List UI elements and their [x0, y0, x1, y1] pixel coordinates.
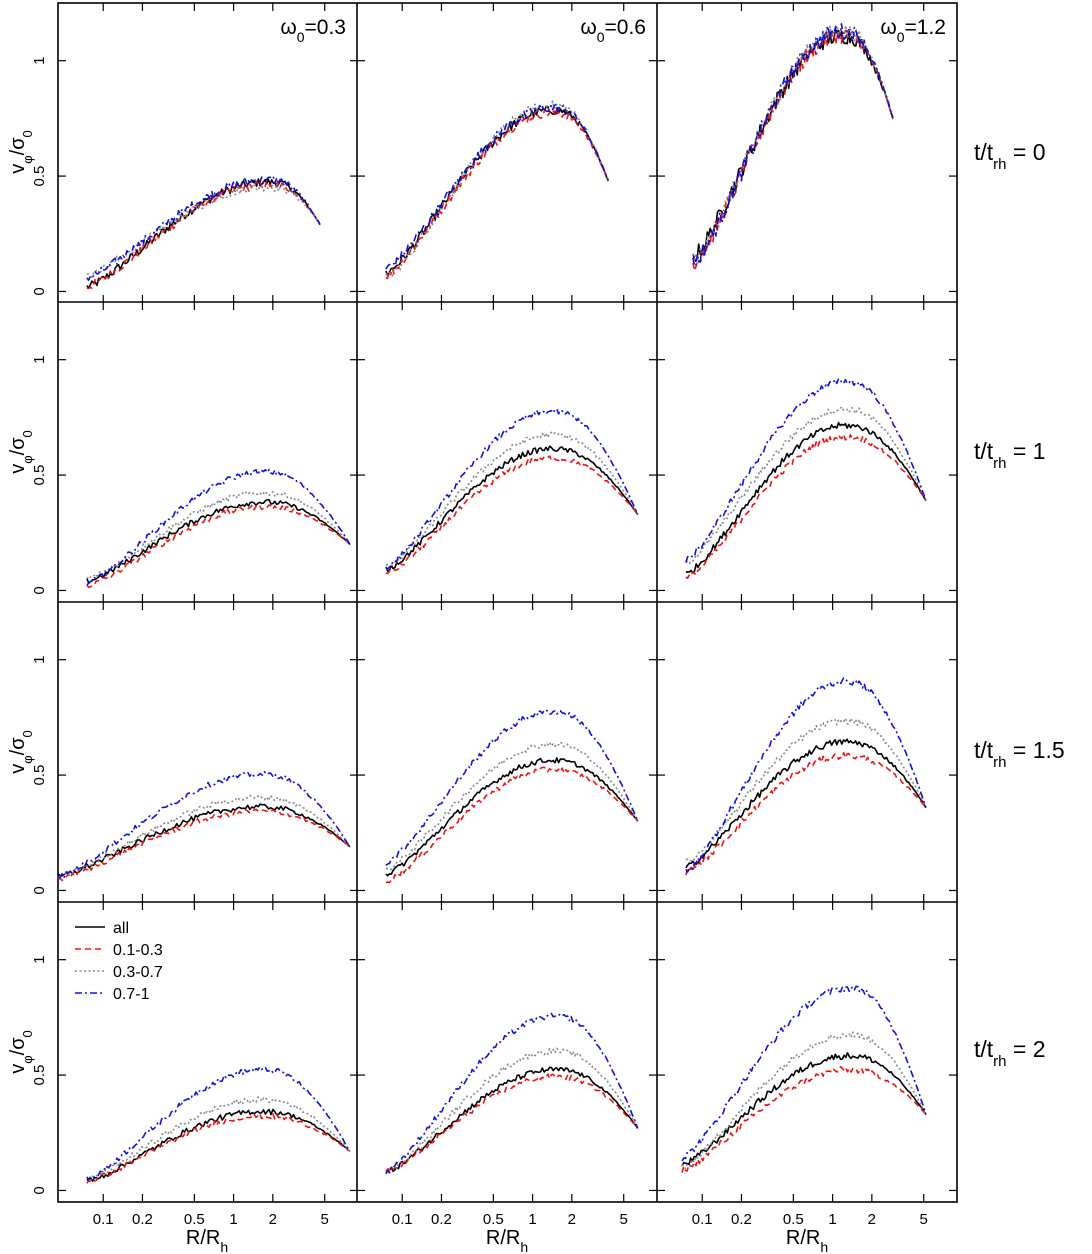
- series-0.7-1-r2-c3: [685, 378, 927, 563]
- series-0.3-0.7-r1-c2: [385, 100, 609, 277]
- legend-label-0.3-0.7: 0.3-0.7: [113, 964, 163, 981]
- series-0.3-0.7-r4-c1: [86, 1096, 351, 1182]
- series-0.3-0.7-r2-c2: [385, 431, 639, 570]
- series-all-r4-c1: [86, 1108, 351, 1182]
- series-all-r3-c3: [685, 738, 927, 869]
- row-label-3: t/trh = 1.5: [974, 737, 1065, 771]
- series-0.1-0.3-r4-c3: [681, 1066, 927, 1173]
- row-label-4: t/trh = 2: [974, 1036, 1046, 1070]
- column-header-1: ω0=0.3: [280, 16, 346, 45]
- y-axis-title-row-4: vφ/σ0: [7, 1030, 35, 1074]
- series-all-r2-c2: [385, 445, 639, 573]
- row-label-1: t/trh = 0: [974, 139, 1046, 173]
- series-all-r1-c3: [692, 28, 894, 263]
- x-tick-label-c3-2: 0.5: [783, 1211, 804, 1228]
- x-axis-title-col-2: R/Rh: [486, 1227, 528, 1254]
- y-tick-label-r3-0: 0: [31, 886, 48, 894]
- series-0.3-0.7-r3-c2: [385, 741, 639, 871]
- series-0.1-0.3-r3-c1: [57, 808, 351, 882]
- series-0.1-0.3-r1-c1: [86, 180, 321, 290]
- x-tick-label-c1-4: 2: [269, 1211, 277, 1228]
- x-tick-label-c2-1: 0.2: [431, 1211, 452, 1228]
- x-tick-label-c3-3: 1: [828, 1211, 836, 1228]
- x-tick-label-c2-0: 0.1: [392, 1211, 413, 1228]
- x-axis-title-col-1: R/Rh: [186, 1227, 228, 1254]
- x-tick-label-c3-1: 0.2: [731, 1211, 752, 1228]
- column-header-3: ω0=1.2: [880, 16, 946, 45]
- y-tick-label-r4-1: 0.5: [31, 1065, 48, 1086]
- y-tick-label-r2-1: 0.5: [31, 465, 48, 486]
- series-0.7-1-r1-c3: [692, 22, 894, 267]
- x-tick-label-c1-3: 1: [229, 1211, 237, 1228]
- y-tick-label-r4-0: 0: [31, 1186, 48, 1194]
- series-all-r3-c1: [57, 803, 351, 877]
- series-0.3-0.7-r2-c1: [86, 490, 351, 581]
- x-tick-label-c2-5: 5: [620, 1211, 628, 1228]
- x-tick-label-c2-2: 0.5: [483, 1211, 504, 1228]
- series-all-r4-c3: [681, 1052, 927, 1167]
- column-header-2: ω0=0.6: [580, 16, 646, 45]
- series-all-r4-c2: [385, 1066, 639, 1173]
- series-0.1-0.3-r1-c2: [385, 107, 609, 280]
- y-tick-label-r3-2: 1: [31, 656, 48, 664]
- series-all-r1-c2: [385, 105, 609, 276]
- y-tick-label-r1-1: 0.5: [31, 166, 48, 187]
- series-0.3-0.7-r4-c3: [681, 1031, 927, 1170]
- series-0.7-1-r3-c1: [57, 770, 351, 879]
- series-0.7-1-r2-c2: [385, 408, 639, 571]
- series-0.3-0.7-r4-c2: [385, 1047, 639, 1175]
- series-all-r2-c3: [685, 421, 927, 575]
- series-0.7-1-r1-c2: [385, 103, 609, 270]
- y-axis-title-row-1: vφ/σ0: [7, 130, 35, 174]
- series-0.1-0.3-r2-c3: [685, 433, 927, 580]
- legend-label-0.7-1: 0.7-1: [113, 986, 150, 1003]
- y-axis-title-row-2: vφ/σ0: [7, 430, 35, 474]
- series-0.1-0.3-r2-c1: [86, 503, 351, 589]
- x-axis-title-col-3: R/Rh: [786, 1227, 828, 1254]
- x-tick-label-c1-2: 0.5: [184, 1211, 205, 1228]
- x-tick-label-c3-4: 2: [868, 1211, 876, 1228]
- x-tick-label-c2-4: 2: [568, 1211, 576, 1228]
- series-0.7-1-r2-c1: [86, 468, 351, 586]
- series-0.3-0.7-r3-c1: [57, 794, 351, 879]
- y-tick-label-r2-0: 0: [31, 586, 48, 594]
- series-0.7-1-r4-c3: [681, 985, 927, 1162]
- x-tick-label-c2-3: 1: [528, 1211, 536, 1228]
- panel-grid: 0 0.5 1 0 0.5 1 0 0.5 1 0 0.5 1 0.1 0.2 0.5 1 2 5 0.1 0.2 0.…: [31, 2, 958, 1228]
- series-0.7-1-r1-c1: [86, 176, 321, 282]
- y-tick-label-r1-0: 0: [31, 287, 48, 295]
- x-tick-label-c1-1: 0.2: [132, 1211, 153, 1228]
- series-0.7-1-r3-c2: [385, 709, 639, 867]
- series-0.1-0.3-r2-c2: [385, 455, 639, 575]
- series-0.3-0.7-r2-c3: [685, 405, 927, 565]
- series-0.1-0.3-r3-c3: [685, 751, 927, 876]
- x-tick-label-c1-5: 5: [321, 1211, 329, 1228]
- y-tick-label-r4-2: 1: [31, 956, 48, 964]
- series-0.7-1-r3-c3: [685, 677, 927, 873]
- legend: all 0.1-0.3 0.3-0.7 0.7-1: [75, 920, 163, 1003]
- series-0.1-0.3-r4-c2: [385, 1073, 639, 1173]
- series-0.3-0.7-r1-c1: [86, 183, 321, 278]
- series-0.3-0.7-r3-c3: [685, 717, 927, 862]
- series-all-r3-c2: [385, 757, 639, 877]
- y-tick-label-r1-2: 1: [31, 57, 48, 65]
- row-label-2: t/trh = 1: [974, 438, 1046, 472]
- legend-label-all: all: [113, 920, 129, 937]
- series-0.3-0.7-r1-c3: [692, 24, 894, 267]
- series-layer: [57, 22, 927, 1184]
- series-0.7-1-r4-c2: [385, 1012, 639, 1174]
- x-tick-label-c3-0: 0.1: [692, 1211, 713, 1228]
- series-all-r1-c1: [86, 178, 321, 289]
- x-tick-label-c1-0: 0.1: [93, 1211, 114, 1228]
- y-tick-label-r3-1: 0.5: [31, 765, 48, 786]
- y-axis-title-row-3: vφ/σ0: [7, 730, 35, 774]
- x-tick-label-c3-5: 5: [920, 1211, 928, 1228]
- series-0.1-0.3-r3-c2: [385, 766, 639, 884]
- legend-label-0.1-0.3: 0.1-0.3: [113, 942, 163, 959]
- y-tick-label-r2-2: 1: [31, 356, 48, 364]
- series-all-r2-c1: [86, 498, 351, 584]
- series-0.1-0.3-r4-c1: [86, 1112, 351, 1184]
